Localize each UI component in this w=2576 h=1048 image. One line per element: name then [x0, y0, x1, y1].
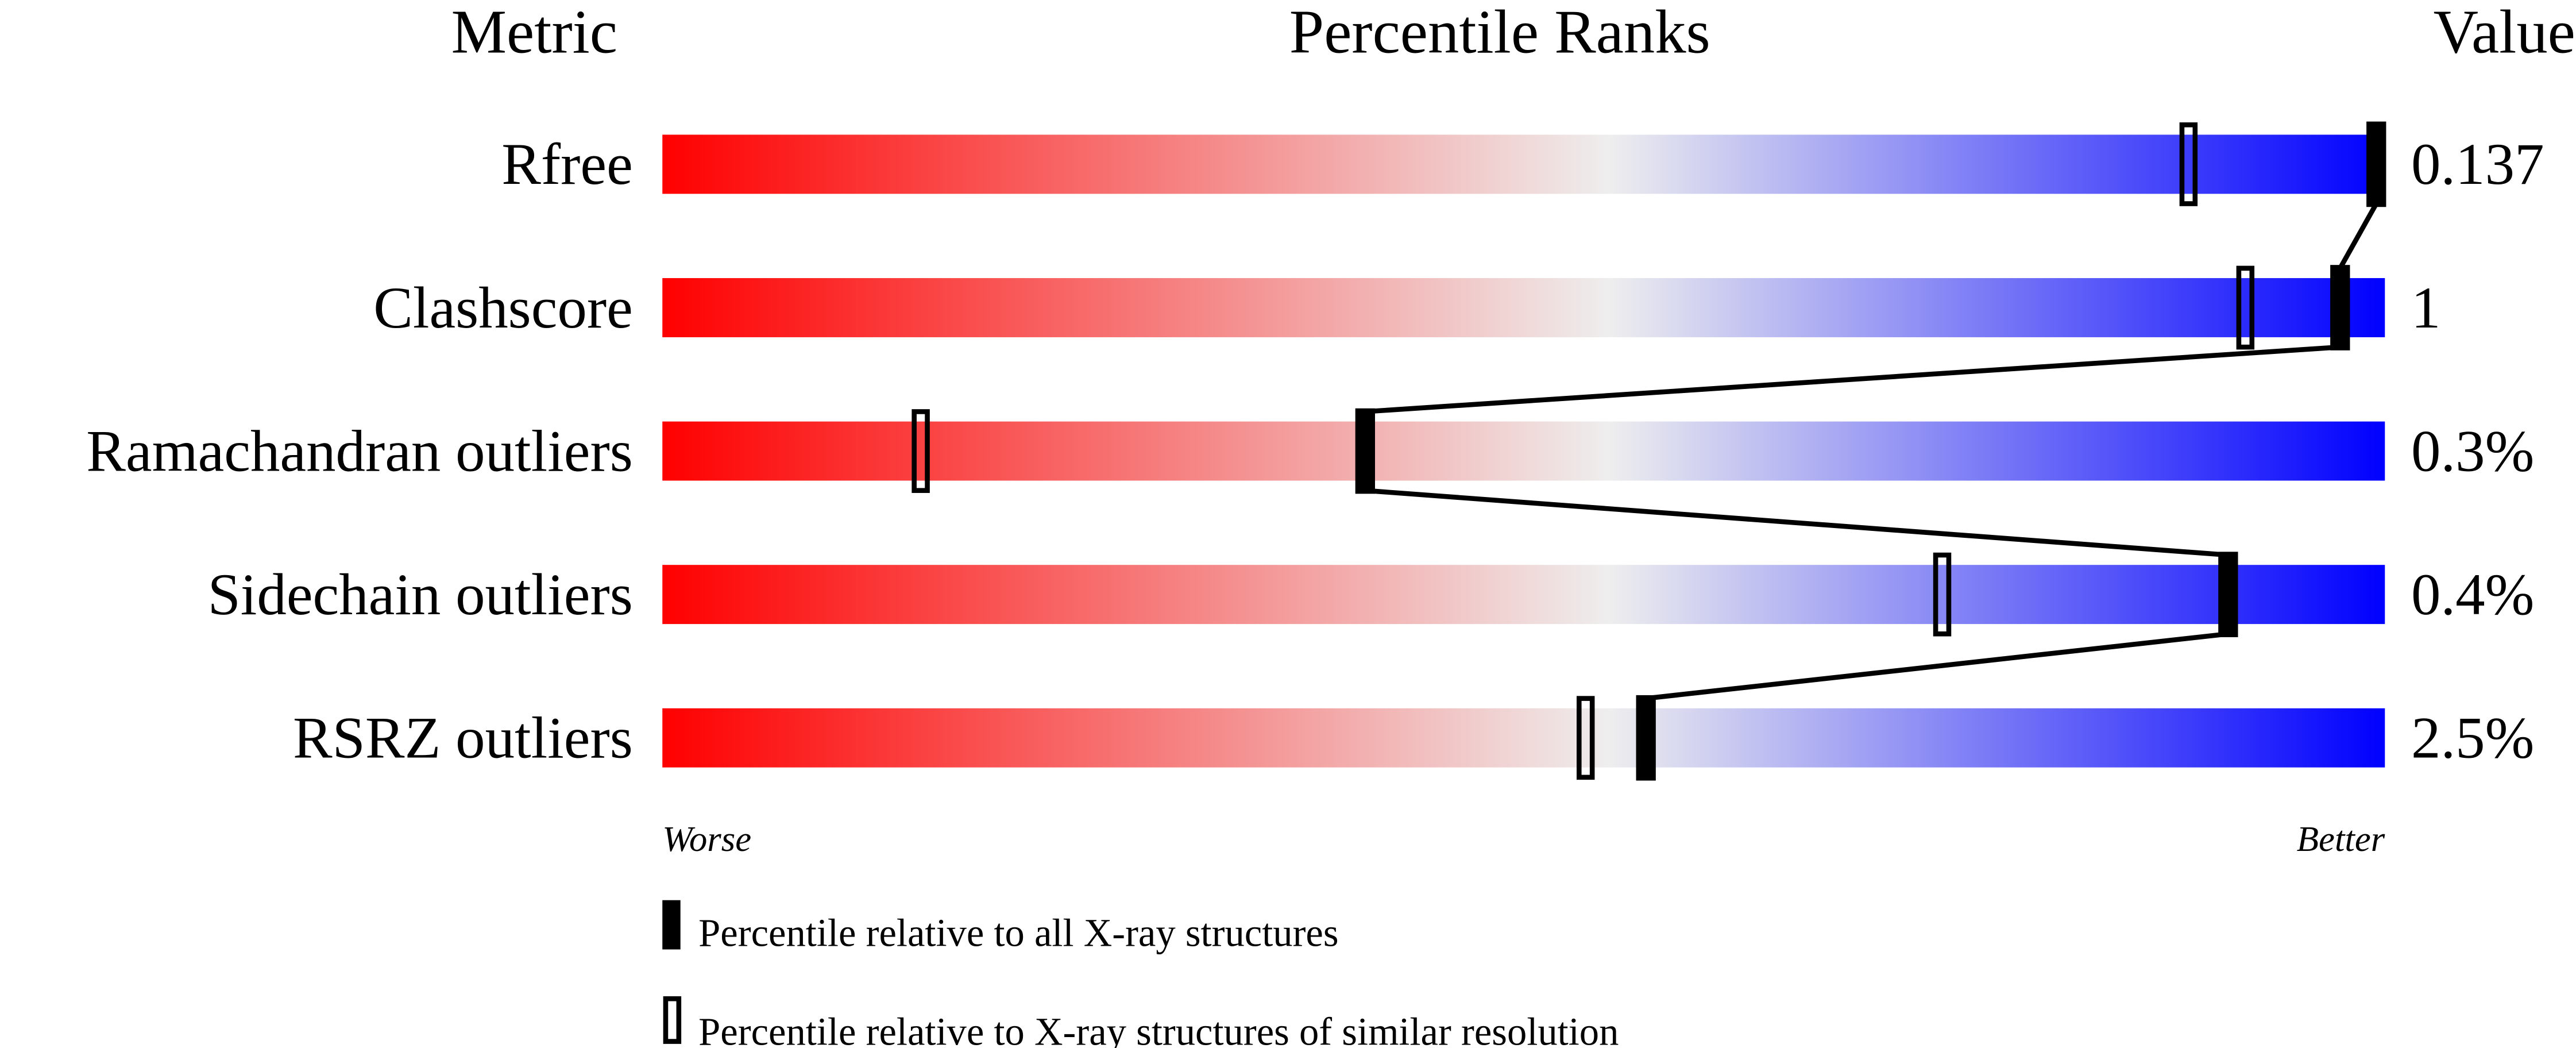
metric-value: 2.5% — [2411, 706, 2534, 771]
percentile-bar — [662, 421, 2385, 481]
legend-filled-marker — [662, 900, 681, 950]
similar-resolution-marker — [1933, 552, 1952, 637]
header-value: Value — [2434, 0, 2575, 66]
percentile-bar — [662, 708, 2385, 768]
metric-row: Sidechain outliers 0.4% — [208, 552, 2534, 637]
percentile-bar — [662, 134, 2385, 194]
percentile-bar — [662, 565, 2385, 625]
all-structures-marker — [2218, 552, 2238, 637]
metric-label: Sidechain outliers — [208, 562, 633, 627]
legend-open-marker — [663, 996, 682, 1044]
metric-label: Ramachandran outliers — [86, 418, 633, 484]
metric-value: 0.137 — [2411, 132, 2544, 197]
all-structures-marker — [1355, 408, 1376, 494]
legend-label-similar: Percentile relative to X-ray structures … — [698, 1010, 1619, 1048]
metric-row: Ramachandran outliers 0.3% — [86, 408, 2534, 494]
connector-line — [1365, 488, 2229, 558]
percentile-bar — [662, 278, 2385, 337]
metric-row: RSRZ outliers 2.5% — [293, 695, 2534, 781]
legend-label-all: Percentile relative to all X-ray structu… — [698, 911, 1338, 955]
metric-label: RSRZ outliers — [293, 706, 633, 771]
similar-resolution-marker — [912, 409, 930, 493]
all-structures-marker — [2366, 121, 2386, 207]
metric-label: Clashscore — [373, 275, 633, 341]
metric-row: Clashscore 1 — [373, 265, 2440, 350]
metric-label: Rfree — [501, 132, 633, 197]
similar-resolution-marker — [2179, 122, 2198, 206]
axis-label-worse: Worse — [662, 819, 751, 859]
similar-resolution-marker — [1576, 696, 1595, 780]
axis-label-better: Better — [2297, 819, 2385, 859]
connector-line — [1365, 344, 2341, 414]
connector-line — [1646, 631, 2229, 701]
all-structures-marker — [1636, 695, 1656, 781]
all-structures-marker — [2330, 265, 2350, 350]
connector-line — [2338, 202, 2379, 269]
header-metric: Metric — [451, 0, 617, 66]
metric-value: 0.4% — [2411, 562, 2534, 627]
metric-value: 1 — [2411, 275, 2440, 341]
similar-resolution-marker — [2236, 265, 2255, 350]
metric-row: Rfree 0.137 — [501, 121, 2544, 207]
metric-value: 0.3% — [2411, 418, 2534, 484]
header-percentile-ranks: Percentile Ranks — [1289, 0, 1710, 66]
